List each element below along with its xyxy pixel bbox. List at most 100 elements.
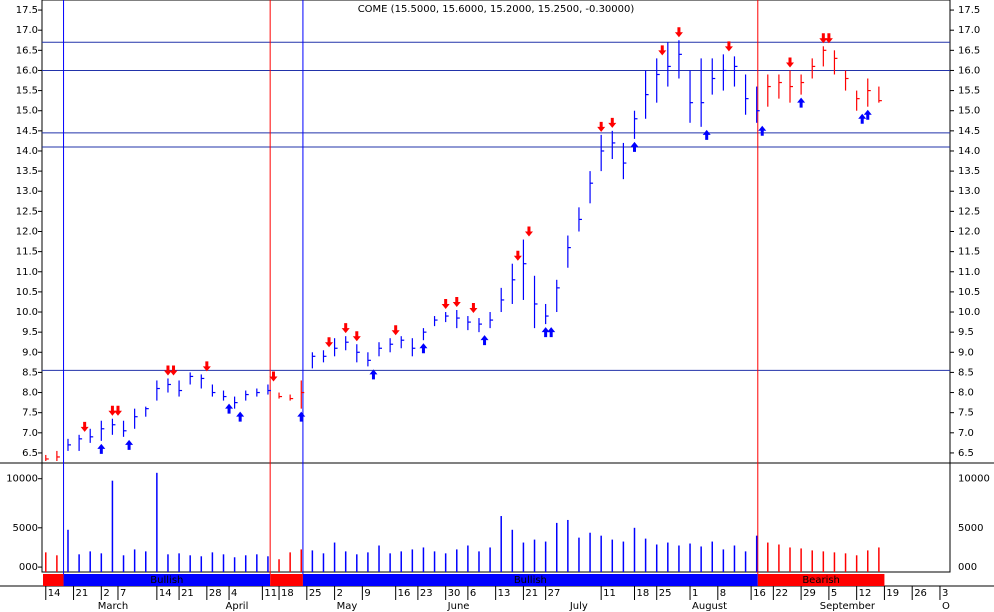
- sell-arrow: [724, 41, 733, 52]
- y-tick-label: 13.0: [16, 186, 38, 197]
- x-tick-label: 18: [281, 588, 294, 599]
- sell-arrow: [597, 121, 606, 132]
- sell-arrow: [469, 303, 478, 314]
- sell-arrow: [202, 361, 211, 372]
- x-tick-label: 21: [525, 588, 538, 599]
- y-tick-label: 8.0: [22, 388, 38, 399]
- x-tick-label: 13: [498, 588, 511, 599]
- sell-arrow: [608, 117, 617, 128]
- x-tick-label: 25: [309, 588, 322, 599]
- x-tick-label: 2: [103, 588, 109, 599]
- y-tick-label: 6.5: [22, 448, 38, 459]
- x-tick-label: 11: [603, 588, 616, 599]
- x-tick-label: 5: [831, 588, 837, 599]
- y-tick-label-right: 6.5: [958, 448, 974, 459]
- y-tick-label-right: 8.0: [958, 388, 974, 399]
- y-tick-label-right: 17.5: [958, 5, 980, 16]
- y-tick-label: 13.5: [16, 166, 38, 177]
- x-tick-label: 19: [886, 588, 899, 599]
- y-tick-label-right: 11.5: [958, 247, 980, 258]
- y-tick-label-right: 13.5: [958, 166, 980, 177]
- volume-tick-label-right: 000: [958, 562, 977, 573]
- y-tick-label: 9.0: [22, 347, 38, 358]
- sell-arrow: [819, 33, 828, 44]
- y-tick-label: 14.5: [16, 126, 38, 137]
- buy-arrow: [547, 327, 556, 338]
- x-tick-label: 8: [720, 588, 726, 599]
- x-tick-label: 23: [420, 588, 433, 599]
- x-tick-label: 16: [398, 588, 411, 599]
- regime-band: [43, 574, 64, 586]
- sell-arrow: [80, 421, 89, 432]
- sell-arrow: [674, 27, 683, 38]
- x-tick-label: 4: [231, 588, 237, 599]
- regime-band: [757, 574, 885, 586]
- y-tick-label: 16.5: [16, 45, 38, 56]
- volume-tick-label: 000: [19, 562, 38, 573]
- sell-arrow: [113, 405, 122, 416]
- volume-tick-label: 5000: [13, 523, 38, 534]
- y-tick-label: 17.0: [16, 25, 38, 36]
- x-tick-label: 3: [942, 588, 948, 599]
- x-tick-label: 7: [120, 588, 126, 599]
- y-tick-label: 14.0: [16, 146, 38, 157]
- x-tick-label: 27: [548, 588, 561, 599]
- x-tick-label: 12: [859, 588, 872, 599]
- x-tick-label: 26: [914, 588, 927, 599]
- x-tick-label: 18: [636, 588, 649, 599]
- x-tick-label: 21: [181, 588, 194, 599]
- y-tick-label: 15.0: [16, 106, 38, 117]
- month-label: May: [337, 601, 358, 612]
- volume-tick-label-right: 5000: [958, 523, 983, 534]
- y-tick-label-right: 9.5: [958, 327, 974, 338]
- regime-label: Bearish: [802, 575, 840, 586]
- y-tick-label-right: 17.0: [958, 25, 980, 36]
- month-label: June: [447, 601, 470, 612]
- sell-arrow: [452, 297, 461, 308]
- y-tick-label-right: 15.5: [958, 86, 980, 97]
- buy-arrow: [797, 97, 806, 108]
- buy-arrow: [702, 129, 711, 140]
- sell-arrow: [824, 33, 833, 44]
- x-tick-label: 9: [364, 588, 370, 599]
- x-tick-label: 16: [753, 588, 766, 599]
- volume-tick-label-right: 10000: [958, 474, 990, 485]
- regime-label: Bullish: [514, 575, 547, 586]
- regime-band: [270, 574, 303, 586]
- y-tick-label: 10.0: [16, 307, 38, 318]
- month-label: September: [820, 601, 876, 612]
- y-tick-label-right: 7.5: [958, 408, 974, 419]
- sell-arrow: [108, 405, 117, 416]
- y-tick-label: 8.5: [22, 367, 38, 378]
- x-tick-label: 25: [659, 588, 672, 599]
- buy-arrow: [236, 411, 245, 422]
- x-tick-label: 21: [76, 588, 89, 599]
- buy-arrow: [419, 343, 428, 354]
- regime-band: [302, 574, 758, 586]
- y-tick-label-right: 12.0: [958, 227, 980, 238]
- y-tick-label-right: 15.0: [958, 106, 980, 117]
- sell-arrow: [786, 57, 795, 68]
- y-tick-label-right: 14.0: [958, 146, 980, 157]
- month-label: August: [692, 601, 727, 612]
- buy-arrow: [125, 439, 134, 450]
- buy-arrow: [541, 327, 550, 338]
- y-tick-label: 15.5: [16, 86, 38, 97]
- y-tick-label-right: 8.5: [958, 367, 974, 378]
- y-tick-label: 17.5: [16, 5, 38, 16]
- buy-arrow: [480, 335, 489, 346]
- buy-arrow: [97, 443, 106, 454]
- regime-label: Bullish: [150, 575, 183, 586]
- y-tick-label: 12.0: [16, 227, 38, 238]
- x-tick-label: 2: [337, 588, 343, 599]
- month-label: O: [942, 601, 950, 612]
- x-tick-label: 1: [692, 588, 698, 599]
- sell-arrow: [341, 323, 350, 334]
- buy-arrow: [225, 403, 234, 414]
- buy-arrow: [758, 125, 767, 136]
- y-tick-label-right: 16.0: [958, 65, 980, 76]
- month-label: March: [98, 601, 128, 612]
- sell-arrow: [352, 331, 361, 342]
- sell-arrow: [658, 45, 667, 56]
